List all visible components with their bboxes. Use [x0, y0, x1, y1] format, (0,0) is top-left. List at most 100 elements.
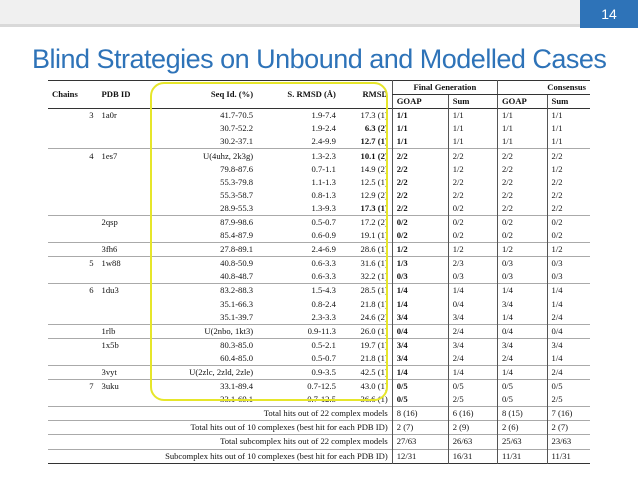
- cell-chains: [48, 122, 98, 135]
- cell-fg-goap: 2/2: [391, 175, 449, 189]
- top-rule: [0, 24, 638, 27]
- cell-c-goap: 2/4: [496, 351, 548, 366]
- cell-pdb-id: 1w88: [97, 256, 152, 271]
- cell-c-sum: 0/2: [546, 229, 590, 243]
- cell-s-rmsd: 0.8-1.3: [311, 189, 336, 200]
- cell-chains: [48, 364, 98, 380]
- cell-s-rmsd: 0.7-1.1: [311, 163, 336, 174]
- table-row: 3 1a0r 41.7-70.5 1.9-7.4 17.3 (1) 1/1 1/1 1/1 1/…: [48, 108, 590, 123]
- cell-s-rmsd: 0.6-0.9: [311, 230, 336, 241]
- top-bar: 14: [0, 0, 638, 30]
- cell-s-rmsd: 0.9-11.3: [257, 323, 340, 339]
- cell-pdb-id: [98, 176, 152, 189]
- cell-s-rmsd: 0.6-3.3: [311, 271, 336, 282]
- cell-seq-id: U(2nbo, 1kt3): [151, 323, 258, 339]
- cell-fg-sum: 2/2: [447, 175, 498, 189]
- cell-chains: 3: [89, 110, 94, 121]
- cell-c-sum: 3/4: [546, 337, 590, 352]
- cell-fg-goap: 3/4: [391, 351, 449, 366]
- cell-seq-id: 27.8-89.1: [151, 242, 258, 257]
- table-row: 6 1du3 83.2-88.3 1.5-4.3 28.5 (1) 1/4 1/4 1/4 1/…: [48, 283, 590, 298]
- cell-c-sum: 1/4: [546, 283, 590, 298]
- cell-s-rmsd: 2.3-3.3: [311, 311, 336, 322]
- cell-pdb-id: [98, 163, 152, 176]
- cell-fg-sum: 1/2: [447, 162, 498, 176]
- results-table: Chains PDB ID Seq Id. (%) S. RMSD (Å) RM…: [48, 80, 590, 464]
- cell-seq-id: 30.2-37.1: [220, 136, 254, 147]
- cell-rmsd: 26.0 (1): [339, 323, 393, 339]
- summary-fg-goap: 2 (7): [391, 420, 449, 435]
- cell-c-sum: 0/3: [546, 270, 590, 284]
- cell-fg-sum: 1/2: [447, 242, 498, 257]
- cell-c-goap: 0/4: [496, 323, 548, 339]
- cell-rmsd: 21.8 (1): [360, 298, 388, 309]
- cell-chains: 4: [48, 148, 98, 163]
- header-pdb-id: PDB ID: [101, 89, 131, 100]
- table-body: 3 1a0r 41.7-70.5 1.9-7.4 17.3 (1) 1/1 1/1 1/1 1/…: [48, 108, 590, 407]
- cell-pdb-id: [98, 229, 152, 243]
- table-row: 30.2-37.1 2.4-9.9 12.7 (1) 1/1 1/1 1/1 1/1: [48, 135, 590, 149]
- cell-pdb-id: 1x5b: [97, 337, 152, 352]
- cell-c-sum: 0/3: [546, 256, 590, 271]
- cell-s-rmsd: 0.9-3.5: [257, 364, 340, 380]
- summary-label: Total subcomplex hits out of 22 complex …: [48, 434, 393, 450]
- cell-chains: [48, 135, 98, 149]
- cell-rmsd: 42.5 (1): [339, 364, 393, 380]
- summary-fg-sum: 6 (16): [447, 406, 498, 421]
- summary-fg-goap: 12/31: [391, 448, 449, 464]
- summary-label: Total hits out of 10 complexes (best hit…: [48, 420, 393, 435]
- cell-chains: [48, 270, 98, 284]
- cell-fg-goap: 2/2: [391, 162, 449, 176]
- summary-c-goap: 11/31: [496, 448, 548, 464]
- table-row: 4 1es7 U(4uhz, 2k3g) 1.3-2.3 10.1 (2) 2/2 2/2 2…: [48, 148, 590, 163]
- cell-s-rmsd: 0.5-0.7: [257, 214, 340, 230]
- cell-seq-id: 60.4-85.0: [220, 352, 254, 363]
- header-seq-id: Seq Id. (%): [210, 89, 254, 100]
- cell-s-rmsd: 0.5-0.7: [311, 352, 336, 363]
- cell-c-sum: 2/2: [546, 201, 590, 216]
- header-fg-goap: GOAP: [391, 94, 449, 109]
- table-row: 7 3uku 33.1-89.4 0.7-12.5 43.0 (1) 0/5 0/5 0/5 0…: [48, 379, 590, 394]
- cell-rmsd: 17.3 (1): [360, 110, 388, 121]
- cell-fg-sum: 0/5: [447, 379, 498, 394]
- cell-s-rmsd: 1.5-4.3: [257, 283, 340, 298]
- summary-label: Subcomplex hits out of 10 complexes (bes…: [48, 448, 393, 464]
- cell-c-goap: 0/5: [496, 393, 548, 407]
- cell-pdb-id: 2qsp: [97, 214, 152, 230]
- table-row: 40.8-48.7 0.6-3.3 32.2 (1) 0/3 0/3 0/3 0/3: [48, 270, 590, 284]
- cell-fg-goap: 0/2: [391, 229, 449, 243]
- cell-c-goap: 1/1: [496, 108, 548, 123]
- cell-c-goap: 2/2: [496, 162, 548, 176]
- summary-row: Total hits out of 22 complex models 8 (16…: [48, 406, 590, 421]
- cell-rmsd: 43.0 (1): [339, 379, 393, 394]
- cell-seq-id: 33.1-89.4: [151, 379, 258, 394]
- cell-c-goap: 1/1: [496, 122, 548, 136]
- cell-fg-sum: 2/2: [447, 148, 498, 163]
- cell-fg-sum: 2/4: [447, 351, 498, 366]
- cell-c-goap: 3/4: [496, 337, 548, 352]
- cell-pdb-id: [98, 135, 152, 149]
- cell-pdb-id: [98, 352, 152, 366]
- summary-c-sum: 7 (16): [546, 406, 590, 421]
- slide-title: Blind Strategies on Unbound and Modelled…: [32, 44, 607, 74]
- cell-chains: [48, 323, 98, 339]
- cell-fg-sum: 0/2: [447, 214, 498, 230]
- top-stripe: [0, 0, 638, 24]
- summary-c-goap: 2 (6): [496, 420, 548, 435]
- cell-c-sum: 2/2: [546, 188, 590, 202]
- cell-c-goap: 2/2: [496, 175, 548, 189]
- cell-fg-goap: 1/4: [391, 297, 449, 311]
- summary-label: Total hits out of 22 complex models: [48, 406, 393, 421]
- cell-pdb-id: 1rlb: [97, 323, 152, 339]
- cell-seq-id: 35.1-66.3: [220, 298, 254, 309]
- cell-pdb-id: [98, 189, 152, 202]
- cell-rmsd: 28.6 (1): [339, 242, 393, 257]
- cell-seq-id: U(4uhz, 2k3g): [151, 148, 258, 163]
- summary-row: Subcomplex hits out of 10 complexes (bes…: [48, 448, 590, 464]
- cell-chains: [48, 214, 98, 230]
- cell-chains: 5: [48, 256, 98, 271]
- summary-c-sum: 23/63: [546, 434, 590, 450]
- cell-chains: [48, 176, 98, 189]
- table-row: 3vyt U(2zlc, 2zld, 2zle) 0.9-3.5 42.5 (1) 1/…: [48, 364, 590, 380]
- cell-fg-goap: 3/4: [391, 337, 449, 352]
